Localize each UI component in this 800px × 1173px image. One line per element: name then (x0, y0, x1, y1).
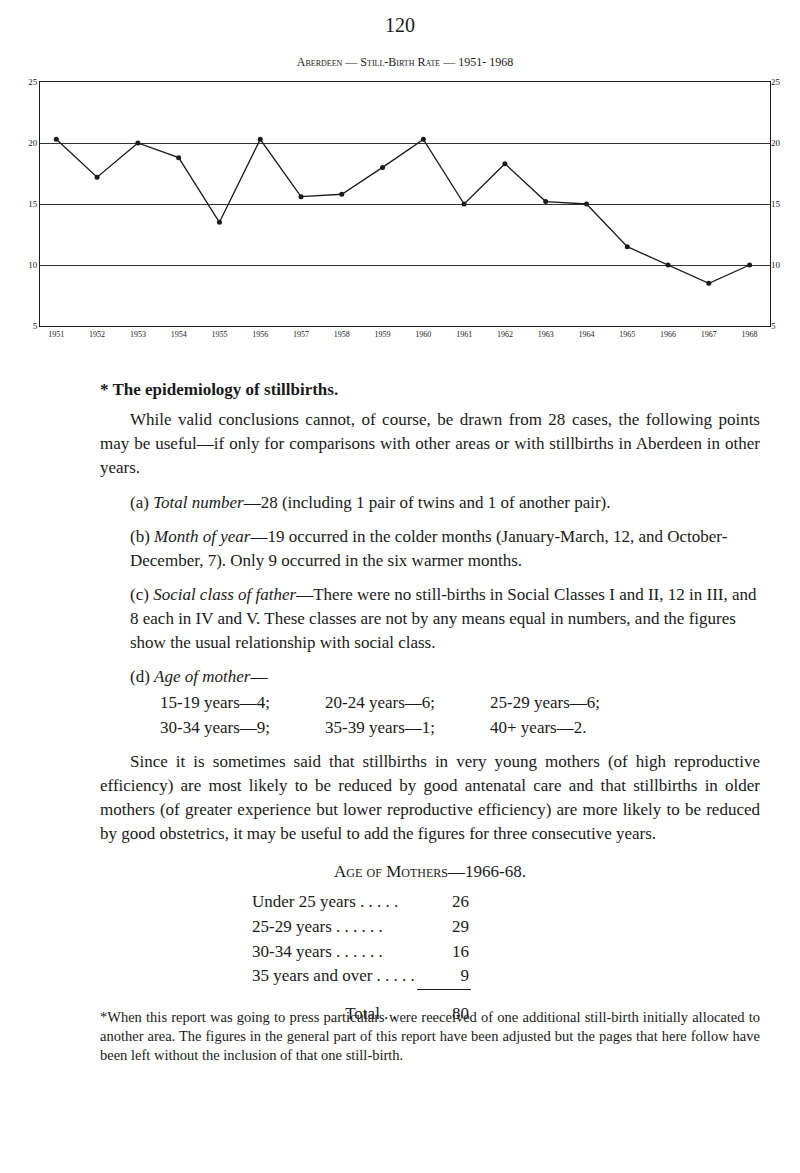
html-text:20-24 years—6;: 20-24 years—6; (325, 693, 435, 713)
html-text:16: 16 (451, 941, 469, 961)
svg-text:20: 20 (28, 138, 38, 148)
svg-text:1952: 1952 (89, 330, 105, 339)
svg-text:1967: 1967 (701, 330, 717, 339)
svg-text:1964: 1964 (578, 330, 594, 339)
html-text:35 years and over . . . . .: 35 years and over . . . . . (252, 966, 415, 986)
svg-text:5: 5 (771, 321, 776, 331)
html-text:(a) Total number —28 (includin: (a) Total number —28 (including 1 pair o… (130, 492, 611, 512)
svg-text:1955: 1955 (211, 330, 227, 339)
html-text:29: 29 (451, 916, 469, 936)
html-text:15-19 years—4;: 15-19 years—4; (160, 693, 270, 713)
svg-text:5: 5 (33, 321, 38, 331)
svg-text:1960: 1960 (415, 330, 431, 339)
svg-text:1963: 1963 (538, 330, 554, 339)
svg-text:1959: 1959 (375, 330, 391, 339)
svg-text:10: 10 (28, 260, 38, 270)
svg-text:15: 15 (28, 199, 38, 209)
html-text:Total . .: Total . . (345, 1003, 397, 1023)
svg-text:1958: 1958 (334, 330, 350, 339)
html-text:* The epidemiology of stillbir: * The epidemiology of stillbirths. (100, 380, 339, 399)
svg-text:1954: 1954 (171, 330, 187, 339)
svg-text:1961: 1961 (456, 330, 472, 339)
svg-text:Aberdeen — Still-Birth Rate —: Aberdeen — Still-Birth Rate — 1951- 1968 (297, 55, 513, 69)
html-text:Under 25 years . . . . .: Under 25 years . . . . . (252, 892, 399, 912)
svg-text:1968: 1968 (742, 330, 758, 339)
html-text:(b) Month of year —19 occurred: (b) Month of year —19 occurred in the co… (130, 526, 728, 570)
html-text:*When this report was going to: *When this report was going to press par… (100, 1009, 760, 1063)
html-text:(c) Social class of father —Th: (c) Social class of father —There were n… (130, 584, 757, 653)
html-text:25-29 years . . . . . .: 25-29 years . . . . . . (252, 916, 383, 936)
svg-text:1966: 1966 (660, 330, 676, 339)
html-text:25-29 years—6;: 25-29 years—6; (490, 693, 600, 713)
html-text:Age of Mothers—1966-68.: Age of Mothers—1966-68. (334, 862, 526, 882)
html-text:80: 80 (451, 1003, 469, 1023)
html-text:(d) Age of mother —: (d) Age of mother — (130, 667, 268, 687)
svg-text:1956: 1956 (252, 330, 268, 339)
svg-text:1951: 1951 (48, 330, 64, 339)
html-text:30-34 years . . . . . .: 30-34 years . . . . . . (252, 941, 383, 961)
html-text:Since it is sometimes said tha: Since it is sometimes said that stillbir… (100, 751, 760, 843)
svg-text:1957: 1957 (293, 330, 309, 339)
svg-text:15: 15 (771, 199, 781, 209)
svg-text:1953: 1953 (130, 330, 146, 339)
svg-text:10: 10 (771, 260, 781, 270)
html-text:120: 120 (385, 14, 415, 36)
svg-text:25: 25 (771, 77, 781, 87)
html-text:While valid conclusions cannot: While valid conclusions cannot, of cours… (100, 410, 760, 478)
html-text:26: 26 (451, 892, 469, 912)
svg-text:1962: 1962 (497, 330, 513, 339)
svg-text:1965: 1965 (619, 330, 635, 339)
svg-text:20: 20 (771, 138, 781, 148)
html-text:9: 9 (460, 966, 469, 986)
html-text:30-34 years—9;: 30-34 years—9; (160, 717, 270, 737)
html-text:40+ years—2.: 40+ years—2. (490, 717, 587, 737)
html-text:35-39 years—1;: 35-39 years—1; (325, 717, 435, 737)
svg-text:25: 25 (28, 77, 38, 87)
